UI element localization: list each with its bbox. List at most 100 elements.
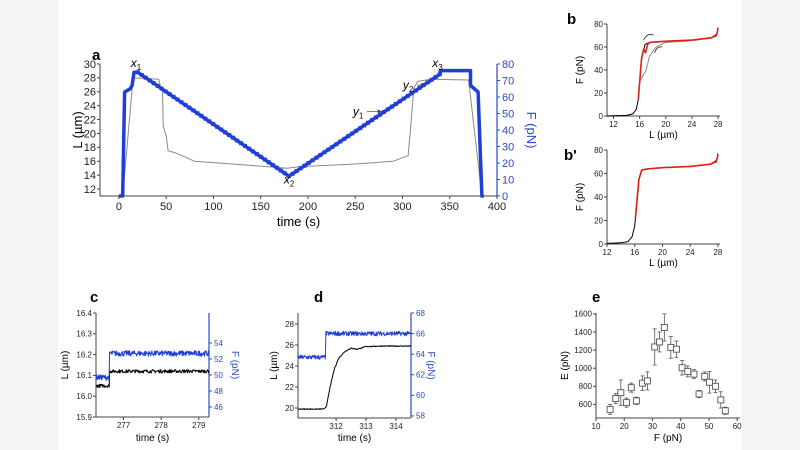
y-tick-label: 16.2 bbox=[76, 350, 92, 359]
annotation-sub: 1 bbox=[137, 63, 142, 72]
x-tick-label: 300 bbox=[393, 201, 411, 213]
force-step-marker bbox=[183, 102, 188, 107]
series-l-line bbox=[297, 345, 412, 410]
force-step-marker bbox=[207, 119, 212, 124]
panel-e: e 10 20 30 40 50 60 600 800 1000 1200 1400 1600 F (pN… bbox=[560, 289, 742, 444]
y-axis-label: L (µm) bbox=[60, 351, 71, 380]
force-step-marker bbox=[235, 138, 240, 143]
data-point bbox=[612, 395, 620, 402]
panel-letter: d bbox=[314, 289, 323, 306]
panel-letter: b' bbox=[564, 147, 577, 164]
force-step-marker bbox=[286, 173, 291, 178]
y2-tick-label: 62 bbox=[416, 371, 425, 380]
force-step-marker bbox=[389, 104, 394, 109]
x-tick-label: 400 bbox=[488, 201, 506, 213]
force-step-marker bbox=[338, 139, 343, 144]
y2-tick-label: 70 bbox=[502, 75, 514, 87]
force-step-marker bbox=[203, 116, 208, 121]
force-step-marker bbox=[334, 142, 339, 147]
data-point bbox=[627, 384, 635, 392]
y2-tick-label: 10 bbox=[502, 174, 514, 186]
force-step-marker bbox=[290, 171, 295, 176]
y-tick-label: 14 bbox=[84, 170, 96, 182]
y-tick-label: 22 bbox=[84, 114, 96, 126]
x-tick-label: 12 bbox=[603, 248, 612, 257]
data-point bbox=[690, 370, 698, 378]
y-tick-label: 16.4 bbox=[76, 309, 92, 318]
force-step-marker bbox=[409, 91, 414, 96]
force-step-marker bbox=[147, 78, 152, 83]
data-point bbox=[711, 382, 719, 390]
annotation-sub: 3 bbox=[438, 63, 443, 72]
y2-tick-label: 20 bbox=[502, 158, 514, 170]
x-tick-label: 314 bbox=[389, 422, 403, 431]
force-step-marker bbox=[401, 96, 406, 101]
x-tick-label: 350 bbox=[441, 201, 459, 213]
panel-letter: a bbox=[92, 47, 101, 64]
x-tick-label: 28 bbox=[713, 248, 722, 257]
y-tick-label: 28 bbox=[285, 320, 294, 329]
y-tick-label: 20 bbox=[285, 404, 294, 413]
data-point bbox=[678, 364, 686, 372]
x-tick-label: 279 bbox=[192, 421, 206, 430]
y-tick-label: 0 bbox=[599, 240, 604, 249]
data-point bbox=[701, 372, 709, 380]
force-step-marker bbox=[219, 127, 224, 132]
y-axis-label: F (pN) bbox=[575, 56, 586, 84]
force-step-marker bbox=[143, 75, 148, 80]
y2-axis-label: F (pN) bbox=[425, 351, 436, 379]
x-tick-label: 277 bbox=[117, 421, 131, 430]
force-step-marker bbox=[405, 93, 410, 98]
force-step-marker bbox=[187, 105, 192, 110]
force-step-marker bbox=[362, 123, 367, 128]
y-tick-label: 30 bbox=[84, 59, 96, 71]
y-axis-label: L (µm) bbox=[269, 351, 280, 380]
x-tick-label: 250 bbox=[346, 201, 364, 213]
force-step-marker bbox=[370, 118, 375, 123]
force-step-marker bbox=[215, 124, 220, 129]
y-tick-label: 16.1 bbox=[76, 371, 92, 380]
force-step-marker bbox=[294, 169, 299, 174]
force-step-marker bbox=[425, 80, 430, 85]
y-tick-label: 22 bbox=[285, 383, 294, 392]
y2-tick-label: 60 bbox=[502, 92, 514, 104]
force-step-marker bbox=[171, 94, 176, 99]
x-axis-label: L (µm) bbox=[649, 258, 678, 269]
force-step-marker bbox=[274, 165, 279, 170]
y-tick-label: 80 bbox=[594, 146, 603, 155]
y2-tick-label: 66 bbox=[416, 329, 425, 338]
x-tick-label: 20 bbox=[620, 422, 629, 431]
force-step-marker bbox=[139, 72, 144, 77]
force-step-marker bbox=[254, 152, 259, 157]
annotation-x1: x1 bbox=[130, 56, 142, 72]
force-step-marker bbox=[262, 157, 267, 162]
y-tick-label: 1000 bbox=[574, 364, 592, 373]
x-axis-label: L (µm) bbox=[649, 130, 678, 141]
annotation-y1: y1 bbox=[352, 104, 364, 120]
x-tick-label: 313 bbox=[359, 422, 373, 431]
x-tick-label: 16 bbox=[635, 120, 644, 129]
force-step-marker bbox=[155, 83, 160, 88]
force-step-marker bbox=[385, 107, 390, 112]
y2-tick-label: 50 bbox=[502, 108, 514, 120]
data-point bbox=[673, 345, 680, 353]
x-tick-label: 28 bbox=[714, 120, 723, 129]
x-axis-label: time (s) bbox=[338, 433, 371, 444]
x-tick-label: 40 bbox=[676, 422, 685, 431]
data-point bbox=[632, 397, 640, 405]
force-step-marker bbox=[175, 97, 180, 102]
data-point bbox=[606, 405, 614, 413]
y-axis-label: L (µm) bbox=[70, 111, 85, 148]
y2-tick-label: 52 bbox=[214, 355, 223, 364]
arrowhead-icon bbox=[377, 109, 382, 114]
y-tick-label: 600 bbox=[579, 400, 593, 409]
annotation-var: x bbox=[283, 172, 291, 186]
data-point bbox=[717, 396, 725, 404]
force-step-marker bbox=[346, 134, 351, 139]
force-step-marker bbox=[381, 110, 386, 115]
force-step-marker bbox=[397, 99, 402, 104]
force-step-marker bbox=[242, 143, 247, 148]
left-margin bbox=[0, 0, 58, 450]
force-step-marker bbox=[167, 92, 172, 97]
